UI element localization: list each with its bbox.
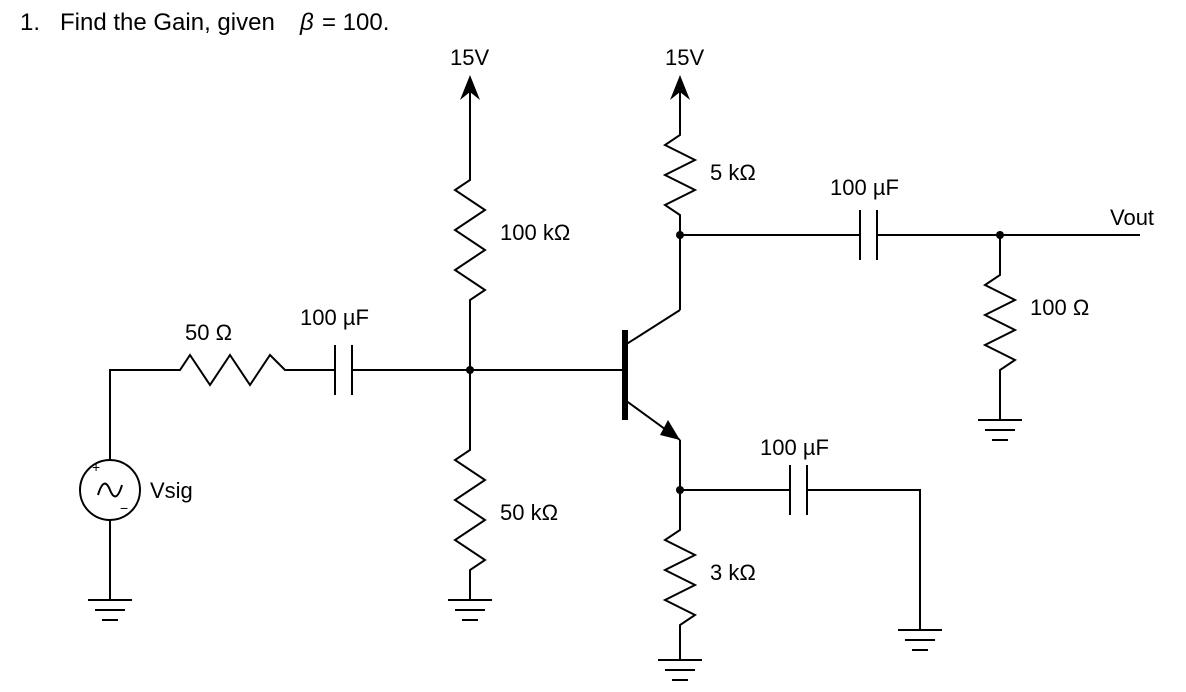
r-b1-label: 100 kΩ [500,220,570,245]
c-out-label: 100 µF [830,175,899,200]
bias-ground [448,600,492,620]
source-minus: − [120,500,128,516]
r-b2-label: 50 kΩ [500,500,558,525]
re-ground [658,660,702,680]
source-ground [88,520,132,620]
r-source [165,355,305,385]
r-l-label: 100 Ω [1030,295,1089,320]
c-in-label: 100 µF [300,305,369,330]
c-e-label: 100 µF [760,435,829,460]
supply1-label: 15V [450,45,489,70]
vout-label: Vout [1110,205,1154,230]
r-c-label: 5 kΩ [710,160,756,185]
source-up-wire [110,370,165,460]
question-number: 1. [20,9,40,36]
sine-icon [98,484,122,497]
beta-symbol: β [299,9,314,36]
source-plus: + [92,459,100,475]
npn-transistor [610,310,680,440]
r-b1-resistor [455,150,485,370]
r-e-label: 3 kΩ [710,560,756,585]
beta-value: = 100. [322,9,389,36]
r-l-resistor [985,235,1015,420]
supply2-label: 15V [665,45,704,70]
r-b2-resistor [455,370,485,600]
circuit-diagram: 1. Find the Gain, given β = 100. 15V 100… [0,0,1186,692]
r-source-label: 50 Ω [185,320,232,345]
c-e [680,465,920,630]
c-out [680,210,1000,260]
rl-ground [978,420,1022,440]
question-text: Find the Gain, given [60,9,275,36]
ce-ground [898,630,942,650]
c-in [320,345,470,395]
r-e-resistor [665,490,695,660]
vsig-label: Vsig [150,478,193,503]
